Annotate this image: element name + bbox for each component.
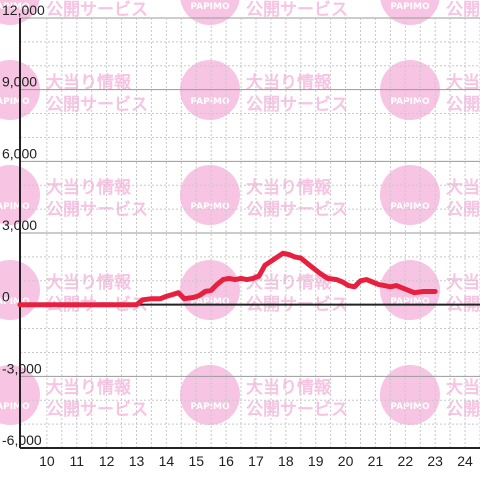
- watermark-line2: 公開サービス: [446, 0, 480, 20]
- watermark-brand: PAPIMO: [190, 297, 230, 307]
- watermark-brand: PAPIMO: [190, 97, 230, 107]
- watermark-brand: PAPIMO: [0, 202, 30, 212]
- y-tick-label: 12,000: [2, 2, 45, 18]
- watermark-line2: 公開サービス: [46, 400, 148, 420]
- watermark-brand: PAPIMO: [190, 202, 230, 212]
- series-layer: [17, 250, 438, 308]
- y-tick-label: 6,000: [2, 145, 37, 161]
- watermark-brand: PAPIMO: [390, 297, 430, 307]
- tick-labels: -6,000 -3,000 0 3,000 6,000 9,000 12,000 10 11 12…: [2, 2, 473, 469]
- watermark-line2: 公開サービス: [246, 95, 348, 115]
- watermark-line2: 公開サービス: [446, 95, 480, 115]
- y-tick-label: 3,000: [2, 217, 37, 233]
- watermark-line1: 大当り情報: [446, 177, 480, 198]
- x-tick-label: 13: [129, 453, 145, 469]
- watermark-line1: 大当り情報: [246, 72, 332, 93]
- watermark-brand: PAPIMO: [390, 402, 430, 412]
- x-tick-label: 10: [39, 453, 55, 469]
- watermark-badge: [180, 0, 240, 25]
- watermark-badge: [380, 165, 440, 225]
- watermark-badge: [380, 0, 440, 25]
- watermark-line1: 大当り情報: [446, 72, 480, 93]
- watermark-brand: PAPIMO: [0, 297, 30, 307]
- watermark-line2: 公開サービス: [246, 400, 348, 420]
- x-tick-label: 14: [159, 453, 175, 469]
- y-tick-label: -3,000: [2, 360, 42, 376]
- watermark-badge: [380, 365, 440, 425]
- x-tick-label: 18: [278, 453, 294, 469]
- watermark-line1: 大当り情報: [246, 272, 332, 293]
- watermark-line2: 公開サービス: [46, 95, 148, 115]
- watermark-brand: PAPIMO: [390, 2, 430, 12]
- x-tick-label: 20: [338, 453, 354, 469]
- x-tick-label: 16: [218, 453, 234, 469]
- watermark-line1: 大当り情報: [446, 377, 480, 398]
- watermark-line1: 大当り情報: [246, 377, 332, 398]
- watermark-line1: 大当り情報: [46, 72, 132, 93]
- watermark-layer: PAPIMO大当り情報公開サービスPAPIMO大当り情報公開サービスPAPIMO…: [0, 0, 480, 425]
- watermark-badge: [180, 165, 240, 225]
- watermark-brand: PAPIMO: [190, 2, 230, 12]
- x-tick-label: 22: [398, 453, 414, 469]
- watermark-line1: 大当り情報: [446, 272, 480, 293]
- watermark-line2: 公開サービス: [246, 200, 348, 220]
- watermark-brand: PAPIMO: [390, 202, 430, 212]
- watermark-line2: 公開サービス: [46, 0, 148, 20]
- watermark-brand: PAPIMO: [0, 97, 30, 107]
- watermark-badge: [180, 365, 240, 425]
- x-tick-label: 11: [69, 453, 84, 469]
- watermark-line2: 公開サービス: [46, 200, 148, 220]
- watermark-line2: 公開サービス: [446, 400, 480, 420]
- x-tick-label: 23: [427, 453, 443, 469]
- watermark-line1: 大当り情報: [46, 177, 132, 198]
- watermark-brand: PAPIMO: [0, 402, 30, 412]
- watermark-line1: 大当り情報: [46, 377, 132, 398]
- y-tick-label: 0: [2, 289, 10, 305]
- x-tick-label: 17: [248, 453, 264, 469]
- y-tick-label: 9,000: [2, 74, 37, 90]
- watermark-badge: [0, 0, 40, 25]
- x-tick-label: 21: [368, 453, 384, 469]
- y-tick-label: -6,000: [2, 432, 42, 448]
- x-tick-label: 24: [457, 453, 473, 469]
- watermark-brand: PAPIMO: [0, 2, 30, 12]
- x-tick-label: 12: [99, 453, 115, 469]
- x-tick-label: 15: [188, 453, 204, 469]
- watermark-brand: PAPIMO: [390, 97, 430, 107]
- x-tick-label: 19: [308, 453, 324, 469]
- watermark-line1: 大当り情報: [246, 177, 332, 198]
- watermark-line2: 公開サービス: [246, 0, 348, 20]
- series-line-0: [17, 250, 438, 308]
- watermark-line2: 公開サービス: [446, 200, 480, 220]
- watermark-line1: 大当り情報: [46, 272, 132, 293]
- watermark-brand: PAPIMO: [190, 402, 230, 412]
